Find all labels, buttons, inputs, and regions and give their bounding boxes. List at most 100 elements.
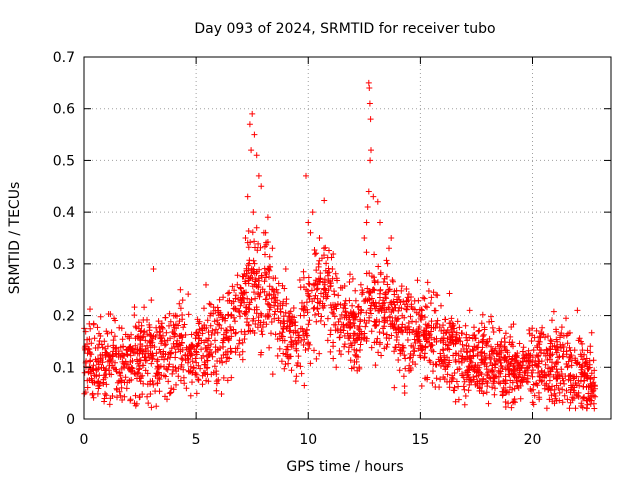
data-point <box>305 292 312 299</box>
data-point <box>103 392 110 399</box>
data-point <box>100 380 107 387</box>
x-tick-label: 20 <box>524 432 542 448</box>
data-point <box>471 364 478 371</box>
data-point <box>138 322 145 329</box>
data-point <box>470 353 477 360</box>
data-point <box>206 351 213 358</box>
data-point <box>287 318 294 325</box>
data-point <box>554 369 561 375</box>
data-point <box>398 283 405 290</box>
data-point <box>214 329 221 336</box>
data-point <box>410 344 417 350</box>
data-point <box>364 285 371 292</box>
data-point <box>136 394 143 400</box>
data-point <box>418 343 425 349</box>
data-point <box>333 364 340 371</box>
data-point <box>528 369 535 376</box>
data-point <box>486 354 493 361</box>
data-point <box>166 310 173 317</box>
data-point <box>132 323 139 330</box>
data-point <box>348 342 355 349</box>
data-point <box>338 351 344 358</box>
data-point <box>144 393 151 400</box>
data-point <box>188 350 195 357</box>
data-point <box>349 275 356 282</box>
data-point <box>313 355 320 362</box>
data-point <box>564 340 571 347</box>
data-point <box>202 361 209 368</box>
data-point <box>587 380 594 387</box>
data-point <box>292 378 299 385</box>
data-point <box>497 380 504 387</box>
data-point <box>148 297 155 304</box>
data-point <box>324 270 331 276</box>
data-point <box>220 335 227 342</box>
data-point <box>234 272 241 279</box>
data-point <box>87 306 93 313</box>
data-point <box>497 368 504 375</box>
data-point <box>306 317 313 324</box>
data-point <box>526 327 533 333</box>
data-point <box>332 303 339 310</box>
data-point <box>493 357 500 364</box>
data-point <box>373 317 380 323</box>
data-point <box>425 288 432 294</box>
data-point <box>318 313 325 320</box>
data-point <box>347 323 354 330</box>
data-point <box>334 277 341 284</box>
data-point <box>105 352 112 359</box>
data-point <box>468 377 475 384</box>
data-point <box>167 389 174 396</box>
data-point <box>535 338 542 345</box>
data-point <box>239 348 246 355</box>
data-point <box>387 321 394 328</box>
data-point <box>565 358 572 365</box>
data-point <box>185 311 192 318</box>
data-point <box>251 289 257 296</box>
data-point <box>97 355 104 362</box>
data-point <box>446 290 453 297</box>
data-point <box>199 381 206 388</box>
data-point <box>427 300 434 307</box>
data-point <box>411 297 418 304</box>
data-point <box>587 343 594 350</box>
data-point <box>447 320 454 327</box>
data-point <box>436 324 443 331</box>
data-point <box>132 371 139 378</box>
data-point <box>389 277 396 284</box>
data-point <box>460 355 466 362</box>
data-point <box>366 270 373 277</box>
data-point <box>156 388 163 395</box>
data-point <box>418 312 425 319</box>
data-point <box>536 333 543 340</box>
data-point <box>331 288 337 295</box>
data-point <box>177 286 184 293</box>
data-point <box>517 378 524 385</box>
data-point <box>451 387 458 394</box>
data-point <box>547 356 553 363</box>
data-point <box>438 302 444 309</box>
data-point <box>170 312 177 319</box>
data-point <box>205 335 212 342</box>
data-point <box>525 347 532 354</box>
data-point <box>377 294 383 301</box>
data-point <box>179 356 186 363</box>
data-point <box>460 346 467 352</box>
data-point <box>145 400 152 407</box>
data-point <box>162 351 169 358</box>
data-point <box>246 306 253 313</box>
data-point <box>436 384 443 391</box>
data-point <box>483 389 490 396</box>
data-point <box>426 322 432 329</box>
data-point <box>561 392 568 399</box>
data-point <box>87 370 94 377</box>
data-point <box>441 352 448 359</box>
data-point <box>178 361 185 368</box>
data-point <box>266 306 273 313</box>
data-point <box>313 318 320 325</box>
data-point <box>329 275 336 282</box>
data-point <box>118 384 125 391</box>
data-point <box>236 351 243 358</box>
x-tick-label: 5 <box>192 432 201 448</box>
data-point <box>476 327 483 334</box>
